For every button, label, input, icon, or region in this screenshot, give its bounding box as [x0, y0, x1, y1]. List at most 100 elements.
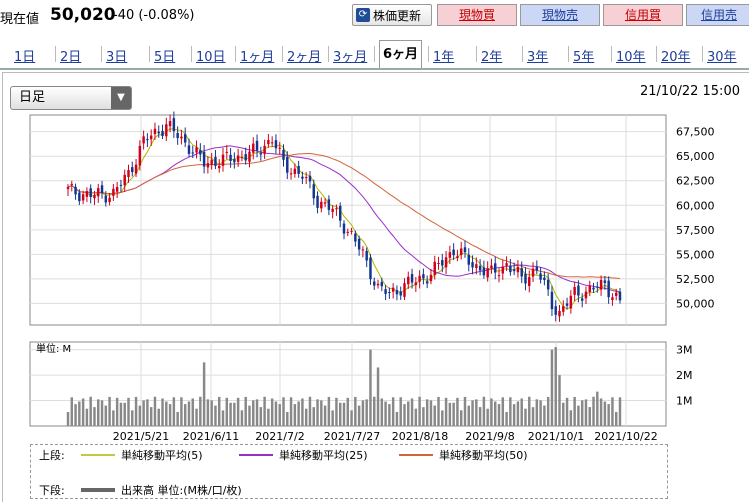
volume-bar — [316, 399, 319, 426]
volume-bar — [81, 398, 85, 426]
candle-body — [214, 156, 217, 166]
candle-body — [221, 154, 225, 166]
volume-bar — [157, 408, 160, 426]
volume-bar — [403, 404, 406, 426]
volume-bar — [535, 399, 539, 426]
volume-bar — [475, 399, 478, 426]
volume-bar — [596, 391, 599, 426]
legend-lower-label: 下段: — [39, 484, 65, 497]
volume-bar — [497, 404, 501, 426]
tab-13[interactable]: 5年 — [573, 50, 595, 65]
candle-body — [391, 287, 395, 292]
volume-bar — [153, 396, 157, 426]
tab-14[interactable]: 10年 — [616, 50, 646, 65]
tab-8[interactable]: 3ヶ月 — [333, 50, 368, 65]
ma5-swatch — [81, 454, 115, 456]
volume-bar — [168, 404, 172, 426]
volume-bar — [611, 397, 614, 426]
chart-datetime: 21/10/22 15:00 — [640, 84, 740, 99]
candle-body — [490, 265, 493, 269]
current-price-label: 現在値 — [0, 12, 40, 27]
volume-bar — [524, 408, 527, 426]
candle-body — [187, 145, 191, 154]
candle-body — [195, 147, 198, 153]
tab-10[interactable]: 1年 — [433, 50, 455, 65]
volume-bar — [418, 396, 421, 426]
candle-body — [146, 139, 149, 141]
tab-15[interactable]: 20年 — [661, 50, 691, 65]
tab-5[interactable]: 10日 — [196, 50, 226, 65]
volume-bar — [278, 404, 281, 426]
tab-separator — [191, 46, 192, 62]
candle-body — [429, 274, 433, 282]
candle-body — [516, 266, 520, 273]
chart-interval-select[interactable]: 日足 ▼ — [10, 86, 132, 110]
volume-swatch — [81, 488, 115, 492]
candle-body — [509, 265, 512, 273]
tab-separator — [568, 46, 569, 62]
margin-buy-button[interactable]: 信用買 — [603, 4, 683, 26]
candle-body — [528, 277, 531, 286]
volume-bar — [210, 400, 213, 426]
candle-body — [580, 298, 584, 301]
candle-body — [165, 124, 168, 137]
tab-7[interactable]: 2ヶ月 — [287, 50, 322, 65]
cash-sell-button[interactable]: 現物売 — [520, 4, 600, 26]
candle-body — [346, 231, 350, 233]
tab-1[interactable]: 1日 — [14, 50, 36, 65]
volume-bar — [422, 407, 425, 426]
volume-bar — [562, 402, 565, 426]
tab-16[interactable]: 30年 — [707, 50, 737, 65]
candle-body — [93, 195, 96, 199]
cash-buy-button[interactable]: 現物買 — [437, 4, 517, 26]
tab-11[interactable]: 2年 — [481, 50, 503, 65]
refresh-price-label: 株価更新 — [373, 8, 422, 23]
margin-sell-button[interactable]: 信用売 — [686, 4, 749, 26]
refresh-icon: ⟳ — [356, 8, 370, 22]
legend-ma50: 単純移動平均(50) — [439, 449, 528, 462]
tab-separator — [235, 46, 236, 62]
volume-bar — [293, 404, 297, 426]
x-tick-label: 2021/6/11 — [183, 430, 239, 443]
tab-3[interactable]: 3日 — [106, 50, 128, 65]
candle-body — [100, 185, 104, 194]
volume-bar — [191, 398, 194, 426]
tab-2[interactable]: 2日 — [60, 50, 82, 65]
volume-bar — [93, 407, 96, 426]
volume-bar — [448, 402, 452, 426]
volume-bar — [320, 400, 323, 426]
candle-body — [199, 149, 202, 155]
volume-bar — [380, 398, 384, 426]
candle-body — [229, 154, 232, 161]
candle-body — [565, 303, 569, 306]
volume-bar — [569, 410, 573, 426]
x-tick-label: 2021/10/1 — [528, 430, 584, 443]
candle-body — [131, 167, 134, 173]
volume-bar — [308, 396, 312, 426]
period-tabs: 1日 2日 3日 5日 10日 1ヶ月 2ヶ月 3ヶ月 6ヶ月 1年 2年 3年 5年 10年 20年 30年 — [0, 40, 749, 70]
candle-body — [354, 233, 357, 242]
candle-body — [501, 266, 505, 274]
candle-body — [210, 159, 213, 165]
candle-body — [320, 201, 323, 209]
volume-bar — [543, 405, 546, 426]
candle-body — [596, 286, 599, 288]
candle-body — [240, 157, 244, 159]
tab-4[interactable]: 5日 — [154, 50, 176, 65]
candle-body — [168, 121, 172, 127]
refresh-price-button[interactable]: ⟳ 株価更新 — [352, 4, 432, 26]
candle-body — [267, 140, 270, 145]
tab-12[interactable]: 3年 — [527, 50, 549, 65]
volume-bar — [531, 407, 535, 426]
tab-separator — [328, 46, 329, 62]
candle-body — [395, 290, 399, 295]
candle-body — [535, 266, 539, 271]
candle-body — [108, 197, 111, 202]
volume-bar — [494, 401, 497, 426]
candle-body — [274, 140, 278, 149]
volume-unit-label: 単位: M — [36, 342, 71, 355]
tab-9[interactable]: 6ヶ月 — [379, 40, 423, 68]
tab-6[interactable]: 1ヶ月 — [240, 50, 275, 65]
volume-bar — [614, 411, 618, 426]
volume-bar — [301, 398, 304, 426]
